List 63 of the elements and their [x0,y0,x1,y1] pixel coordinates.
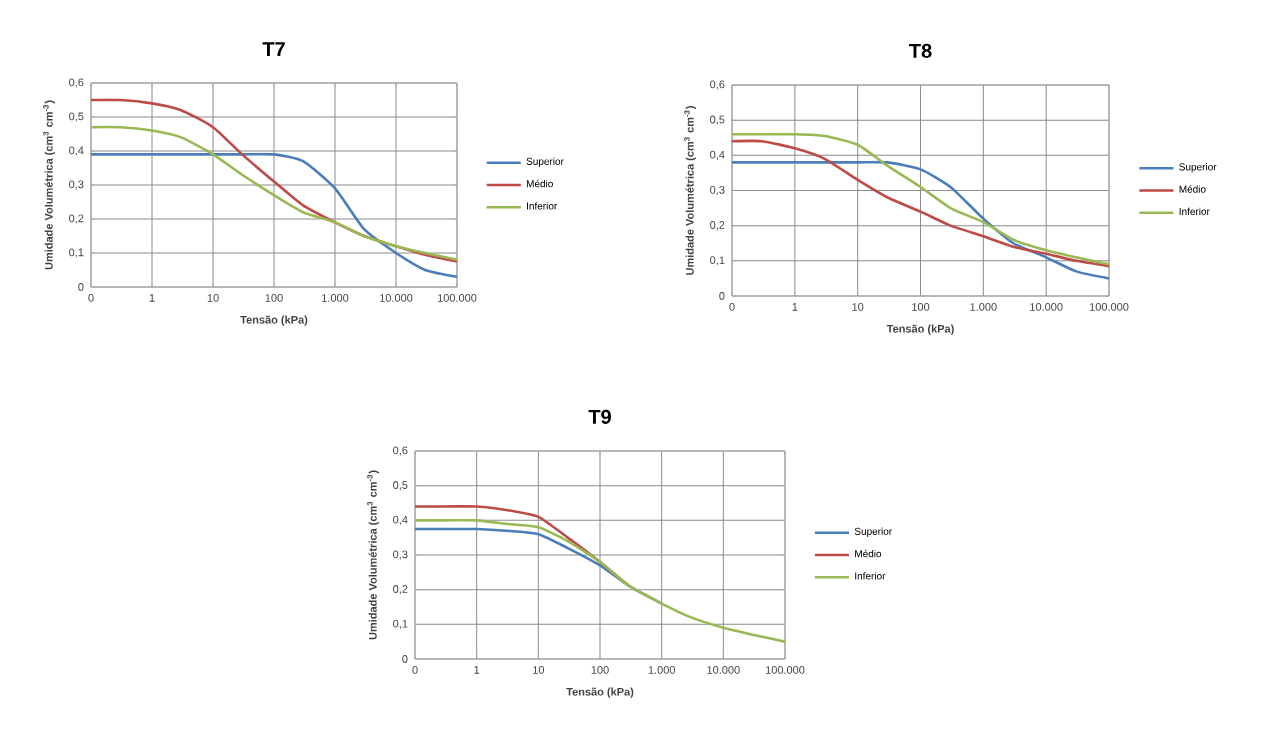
y-tick-label: 0,6 [393,446,408,456]
chart-title: T8 [909,43,932,58]
x-tick-label: 10 [207,294,219,302]
y-tick-label: 0,3 [393,550,408,560]
x-tick-label: 1 [474,666,480,674]
x-tick-label: 1.000 [648,666,675,674]
line-series [91,125,458,262]
x-tick-label: 10 [852,303,864,311]
x-tick-label: 0 [729,303,735,311]
x-tick-label: 100 [591,666,609,674]
y-tick-label: 0,3 [710,185,725,196]
x-axis-title: Tensão (kPa) [240,315,308,326]
y-axis-title: Umidade Volumétrica (cm$^{3}$ cm$^{-3}$) [367,470,379,640]
y-tick-label: 0,4 [393,515,408,525]
y-tick-label: 0,1 [710,256,725,266]
y-tick-label: 0,1 [69,248,84,258]
y-axis-title: Umidade Volumétrica (cm$^{3}$ cm$^{-3}$) [43,100,55,270]
legend-label: Inferior [1179,207,1210,216]
x-axis-title: Tensão (kPa) [886,324,954,335]
y-tick-label: 0,1 [393,619,408,629]
legend-label: Superior [854,527,892,537]
y-tick-label: 0,5 [710,115,725,125]
y-tick-label: 0,2 [393,585,408,595]
x-tick-label: 1.000 [970,303,997,311]
chart-title: T7 [262,42,285,56]
legend-label: Superior [1179,163,1217,173]
line-series [732,160,1110,280]
y-tick-label: 0 [78,283,84,291]
y-tick-label: 0,4 [710,150,725,160]
x-tick-label: 1.000 [322,294,349,302]
y-tick-label: 0 [402,655,408,663]
line-series [91,152,458,279]
x-tick-label: 10.000 [1030,303,1063,311]
legend-label: Superior [526,157,564,167]
y-tick-label: 0,6 [69,78,84,88]
x-tick-label: 1 [792,303,798,311]
y-tick-label: 0,3 [69,180,84,190]
x-tick-label: 10 [533,666,545,674]
y-tick-label: 0,2 [69,214,84,224]
x-tick-label: 100 [265,294,283,302]
line-series [415,518,785,643]
legend-label: Médio [526,179,553,188]
y-tick-label: 0,5 [69,112,84,122]
y-axis-title: Umidade Volumétrica (cm$^{3}$ cm$^{-3}$) [684,106,696,275]
chart-title: T9 [588,409,611,424]
x-axis-title: Tensão (kPa) [566,687,634,698]
legend-label: Médio [855,549,882,558]
legend-label: Inferior [527,202,558,210]
x-tick-label: 0 [412,666,418,674]
x-tick-label: 10.000 [380,294,413,302]
x-tick-label: 0 [88,294,94,302]
y-tick-label: 0,4 [69,146,84,156]
x-tick-label: 100.000 [437,294,477,302]
legend-label: Inferior [855,572,886,580]
y-tick-label: 0,5 [393,481,408,491]
y-tick-label: 0,2 [710,221,725,231]
x-tick-label: 10.000 [707,666,740,674]
x-tick-label: 100.000 [1089,303,1129,311]
x-tick-label: 1 [149,294,155,302]
x-tick-label: 100 [912,303,930,311]
x-tick-label: 100.000 [765,666,805,674]
y-tick-label: 0,6 [710,80,725,90]
legend-label: Médio [1179,185,1206,193]
